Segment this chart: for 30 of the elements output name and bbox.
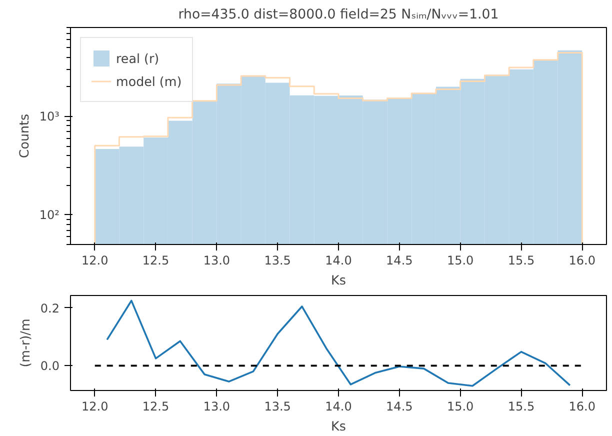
line-series [106, 300, 571, 387]
x-tick-label: 12.0 [82, 400, 108, 414]
x-tick-label: 13.5 [264, 254, 291, 268]
x-axis-title: Ks [331, 272, 346, 288]
y-axis-title: Counts [16, 114, 32, 158]
x-tick-label: 13.0 [203, 254, 230, 268]
x-tick-label: 15.5 [508, 400, 535, 414]
x-tick-label: 16.0 [568, 400, 596, 414]
x-tick-label: 15.5 [508, 254, 535, 268]
chart-title: rho=435.0 dist=8000.0 field=25 Nₛᵢₘ/Nᵥᵥᵥ=1.01 [178, 8, 499, 22]
x-tick-label: 15.0 [446, 254, 474, 268]
legend-label: real (r) [116, 50, 160, 66]
y-tick-label: 10² [39, 208, 60, 222]
y-tick-label: 10³ [39, 109, 60, 124]
x-tick-label: 12.5 [142, 254, 170, 268]
y-tick-label: 0.0 [40, 359, 60, 374]
x-tick-label: 15.0 [446, 400, 474, 414]
x-tick-label: 13.5 [264, 400, 291, 414]
y-axis-title: (m-r)/m [17, 318, 32, 368]
y-tick-label: 0.2 [40, 301, 60, 316]
x-tick-label: 14.5 [386, 254, 413, 268]
x-tick-label: 12.5 [142, 400, 170, 414]
x-tick-label: 16.0 [568, 254, 596, 268]
x-tick-label: 14.0 [325, 400, 352, 414]
x-tick-label: 14.0 [325, 254, 352, 268]
x-axis-title: Ks [331, 418, 346, 434]
x-tick-label: 12.0 [82, 254, 108, 268]
x-tick-label: 13.0 [203, 400, 230, 414]
legend-label: model (m) [116, 74, 182, 88]
x-tick-label: 14.5 [386, 400, 413, 414]
